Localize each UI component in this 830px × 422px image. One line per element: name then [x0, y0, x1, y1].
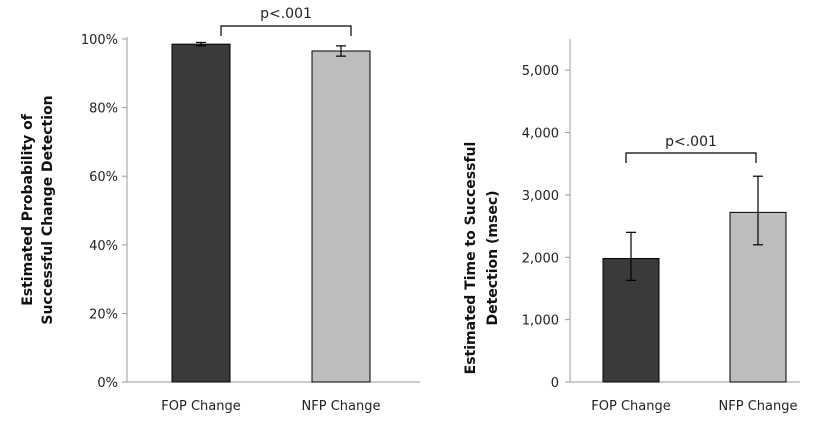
category-label: FOP Change	[161, 399, 240, 414]
significance-bracket	[625, 152, 757, 163]
y-axis-title: Successful Change Detection	[40, 95, 56, 324]
y-tick-label: 2,000	[522, 251, 559, 266]
y-tick-label: 0	[551, 376, 559, 391]
y-tick-label: 100%	[81, 33, 118, 48]
bar	[171, 43, 231, 383]
category-label: NFP Change	[719, 399, 798, 414]
y-axis-title: Detection (msec)	[485, 190, 501, 325]
category-label: NFP Change	[302, 399, 381, 414]
y-axis-title: Estimated Probability of	[20, 113, 36, 305]
significance-annotation: p<.001	[665, 134, 717, 150]
y-tick-label: 1,000	[522, 314, 559, 329]
category-label: FOP Change	[591, 399, 670, 414]
y-tick-label: 60%	[89, 170, 118, 185]
significance-annotation: p<.001	[260, 6, 312, 22]
chart-time: 0 1,000 2,000 3,000 4,000 5,000 FOP Change NFP …	[463, 39, 800, 414]
y-tick-label: 5,000	[522, 64, 559, 79]
bar	[311, 50, 371, 383]
significance-bracket	[220, 25, 352, 36]
y-tick-label: 80%	[89, 102, 118, 117]
y-tick-label: 20%	[89, 307, 118, 322]
chart-probability: 0% 20% 40% 60% 80% 100% FOP Change NFP Change p<…	[20, 6, 420, 414]
y-tick-label: 3,000	[522, 189, 559, 204]
y-tick-label: 4,000	[522, 127, 559, 142]
y-tick-label: 40%	[89, 239, 118, 254]
y-tick-label: 0%	[97, 376, 118, 391]
y-axis-title: Estimated Time to Successful	[463, 142, 479, 375]
